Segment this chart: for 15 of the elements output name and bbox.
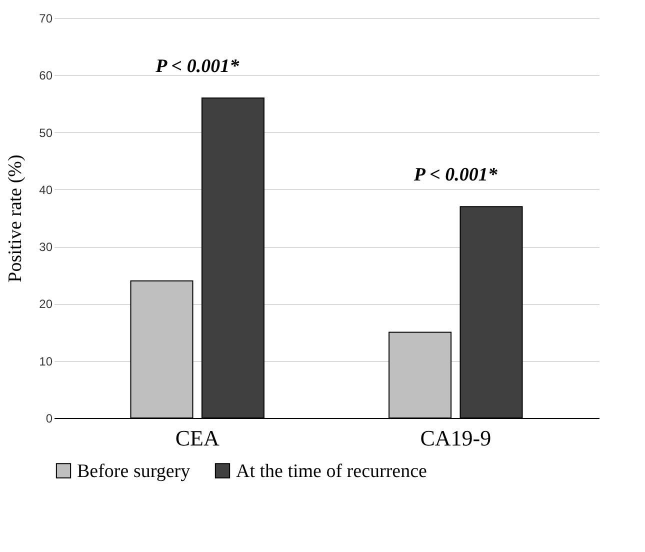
y-tick-label: 60	[39, 68, 53, 83]
annotation: P < 0.001*	[154, 56, 240, 77]
legend-label: Before surgery	[77, 460, 191, 482]
y-tick-label: 50	[39, 126, 53, 140]
y-tick-label: 20	[39, 297, 53, 312]
y-axis-title: Positive rate (%)	[5, 154, 26, 282]
y-tick-label: 40	[39, 182, 53, 197]
y-tick-label: 30	[39, 240, 53, 254]
y-tick-label: 10	[39, 354, 53, 368]
annotation: P < 0.001*	[412, 164, 498, 186]
legend-label: At the time of recurrence	[236, 460, 427, 482]
y-tick-label: 70	[39, 12, 53, 26]
x-tick-label: CA19-9	[420, 426, 492, 450]
y-tick-label: 0	[46, 412, 53, 426]
x-tick-label: CEA	[175, 426, 220, 450]
